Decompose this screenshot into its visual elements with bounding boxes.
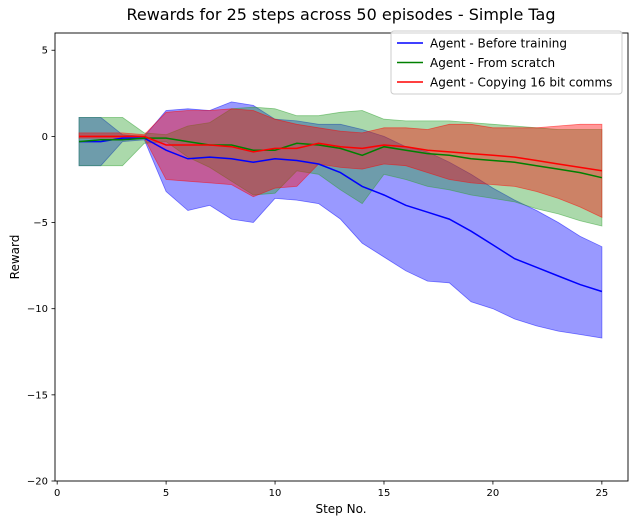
legend-label-agent-from-scratch: Agent - From scratch bbox=[430, 56, 555, 70]
band-agent-from-scratch bbox=[78, 106, 603, 227]
plot-frame bbox=[54, 32, 629, 482]
x-tick-label: 0 bbox=[54, 488, 60, 499]
x-axis-label: Step No. bbox=[315, 502, 366, 516]
y-tick-label: −15 bbox=[27, 390, 48, 401]
y-tick-label: −5 bbox=[33, 218, 48, 229]
y-axis: −20 −15 −10 −5 0 5 bbox=[27, 46, 55, 488]
legend-label-agent-copying-16-bit-comms: Agent - Copying 16 bit comms bbox=[430, 76, 612, 90]
x-tick-label: 10 bbox=[269, 488, 282, 499]
legend: Agent - Before training Agent - From scra… bbox=[390, 30, 623, 95]
confidence-bands bbox=[78, 101, 603, 339]
series-lines bbox=[78, 135, 603, 293]
legend-label-agent-before-training: Agent - Before training bbox=[430, 37, 567, 51]
x-tick-label: 5 bbox=[163, 488, 169, 499]
line-agent-from-scratch bbox=[78, 137, 603, 179]
y-tick-label: −10 bbox=[27, 304, 48, 315]
line-agent-copying-16-bit-comms bbox=[79, 135, 603, 172]
y-axis-label: Reward bbox=[8, 235, 22, 280]
legend-box bbox=[390, 30, 623, 95]
x-tick-label: 25 bbox=[595, 488, 608, 499]
y-tick-label: 5 bbox=[42, 46, 48, 57]
y-tick-label: −20 bbox=[27, 477, 48, 488]
x-tick-label: 20 bbox=[487, 488, 500, 499]
chart-title: Rewards for 25 steps across 50 episodes … bbox=[126, 5, 555, 24]
y-tick-label: 0 bbox=[42, 132, 48, 143]
line-agent-before-training bbox=[79, 137, 603, 293]
band-agent-copying-16-bit-comms bbox=[78, 108, 603, 219]
band-agent-before-training bbox=[78, 101, 603, 339]
x-tick-label: 15 bbox=[378, 488, 391, 499]
x-axis: 0 5 10 15 20 25 bbox=[54, 481, 608, 499]
